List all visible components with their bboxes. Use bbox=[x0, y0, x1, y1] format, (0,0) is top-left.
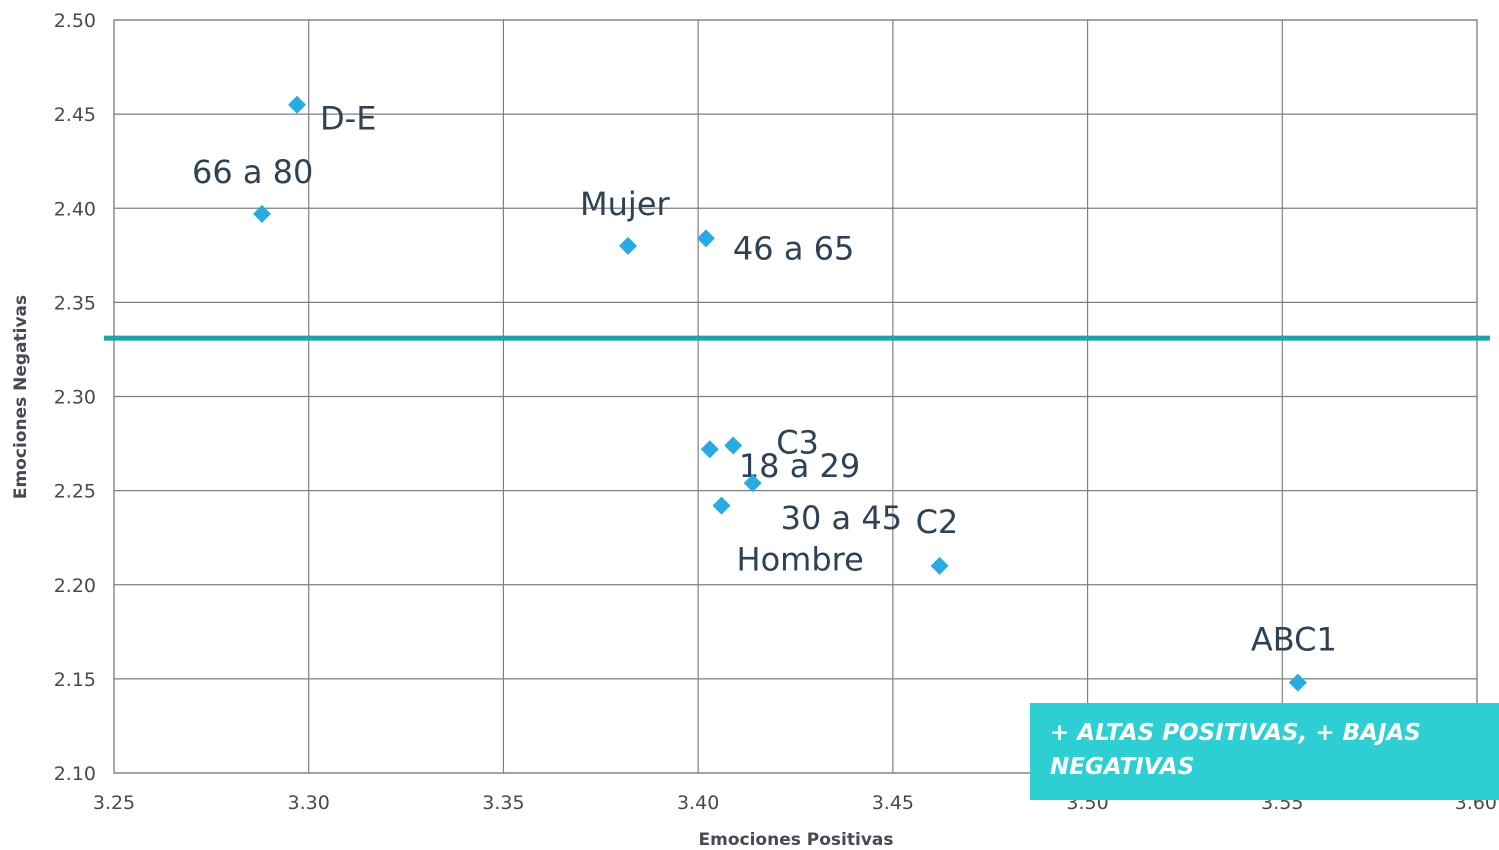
point-label: 18 a 29 bbox=[739, 447, 860, 485]
point-marker bbox=[1288, 673, 1307, 692]
point-label: 30 a 45 bbox=[781, 499, 902, 537]
grid-lines bbox=[113, 19, 1478, 774]
y-tick-label: 2.15 bbox=[54, 669, 96, 691]
point-marker bbox=[724, 436, 743, 455]
y-tick-label: 2.40 bbox=[54, 198, 96, 220]
point-label: D-E bbox=[320, 100, 376, 138]
point-marker bbox=[252, 204, 271, 223]
y-axis-title: Emociones Negativas bbox=[11, 295, 31, 499]
y-tick-label: 2.30 bbox=[54, 387, 96, 409]
x-tick-label: 3.45 bbox=[872, 792, 914, 814]
x-tick-label: 3.30 bbox=[288, 792, 330, 814]
point-marker bbox=[288, 95, 307, 114]
x-axis-title: Emociones Positivas bbox=[699, 830, 894, 850]
point-marker bbox=[700, 440, 719, 459]
y-tick-label: 2.20 bbox=[54, 575, 96, 597]
point-marker bbox=[619, 236, 638, 255]
point-label: 66 a 80 bbox=[192, 153, 313, 191]
y-tick-label: 2.35 bbox=[54, 292, 96, 314]
point-label: C3 bbox=[776, 423, 819, 461]
point-label: Mujer bbox=[580, 185, 670, 223]
y-tick-label: 2.45 bbox=[54, 104, 96, 126]
x-tick-label: 3.40 bbox=[677, 792, 719, 814]
y-tick-label: 2.10 bbox=[54, 763, 96, 785]
point-label: Hombre bbox=[737, 541, 864, 579]
point-label: 46 a 65 bbox=[733, 229, 854, 267]
point-marker bbox=[743, 474, 762, 493]
callout-box: + ALTAS POSITIVAS, + BAJAS NEGATIVAS bbox=[1030, 703, 1499, 800]
callout-text: + ALTAS POSITIVAS, + BAJAS NEGATIVAS bbox=[1050, 720, 1421, 780]
x-tick-label: 3.25 bbox=[93, 792, 135, 814]
point-label: C2 bbox=[916, 503, 959, 541]
point-marker bbox=[712, 496, 731, 515]
y-tick-labels: 2.10 2.15 2.20 2.25 2.30 2.35 2.40 2.45 2.50 bbox=[54, 10, 96, 785]
y-tick-label: 2.25 bbox=[54, 481, 96, 503]
x-tick-label: 3.35 bbox=[482, 792, 524, 814]
point-marker bbox=[696, 229, 715, 248]
point-label: ABC1 bbox=[1251, 621, 1337, 659]
y-tick-label: 2.50 bbox=[54, 10, 96, 32]
point-marker bbox=[930, 556, 949, 575]
